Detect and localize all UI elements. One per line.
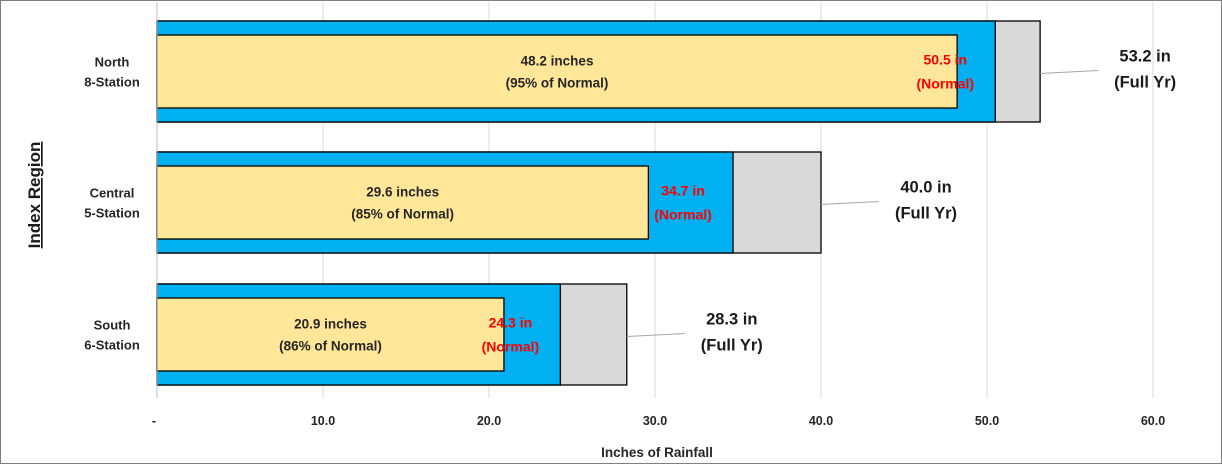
full-year-label: 40.0 in (Full Yr)	[895, 179, 957, 223]
actual-label: 29.6 inches (85% of Normal)	[351, 185, 454, 222]
category-label: South 6-Station	[84, 318, 140, 353]
x-tick-label: 40.0	[809, 414, 833, 428]
full-year-label: 53.2 in (Full Yr)	[1114, 48, 1176, 92]
x-tick-label: 30.0	[643, 414, 667, 428]
actual-bar	[156, 297, 505, 372]
x-tick-label: 50.0	[975, 414, 999, 428]
x-tick-label: 60.0	[1141, 414, 1165, 428]
x-tick-label: 10.0	[311, 414, 335, 428]
x-axis-title: Inches of Rainfall	[601, 445, 713, 460]
actual-bar	[156, 165, 650, 240]
x-tick-label: 20.0	[477, 414, 501, 428]
x-tick-label: -	[152, 414, 156, 428]
category-label: North 8-Station	[84, 55, 140, 90]
full-year-leader-line	[626, 333, 685, 337]
full-year-leader-line	[820, 201, 880, 205]
x-axis: - 10.0 20.0 30.0 40.0 50.0 60.0	[152, 2, 1165, 428]
data-labels: 48.2 inches (95% of Normal) 50.5 in (Normal…	[279, 48, 1176, 355]
actual-label: 20.9 inches (86% of Normal)	[279, 317, 382, 354]
category-label: Central 5-Station	[84, 186, 140, 221]
normal-label: 34.7 in (Normal)	[654, 183, 712, 223]
actual-label: 48.2 inches (95% of Normal)	[506, 54, 609, 91]
full-year-leader-line	[1040, 70, 1099, 74]
normal-label: 50.5 in (Normal)	[917, 52, 975, 92]
category-labels: North 8-Station Central 5-Station South 6-Sta…	[84, 55, 140, 353]
full-year-label: 28.3 in (Full Yr)	[701, 311, 763, 355]
actual-bar	[156, 34, 958, 109]
normal-label: 24.3 in (Normal)	[482, 315, 540, 355]
bars	[156, 20, 1041, 386]
y-axis-title: Index Region	[25, 142, 44, 249]
